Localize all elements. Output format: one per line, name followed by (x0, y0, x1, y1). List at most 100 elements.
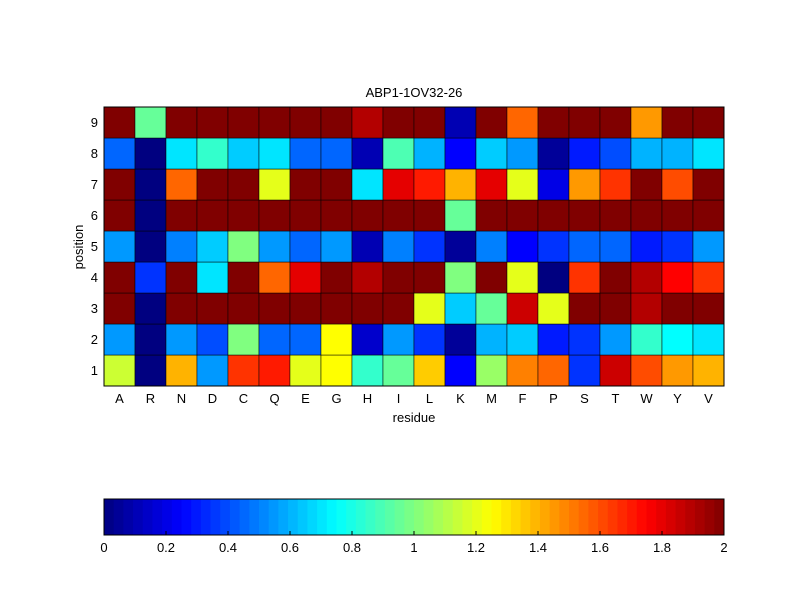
colorbar-band (694, 499, 706, 535)
heatmap-cell (475, 137, 508, 170)
heatmap-cell (444, 261, 477, 294)
x-tick-label: S (580, 391, 589, 406)
colorbar-tick-label: 0.2 (157, 540, 175, 555)
x-tick-label: K (456, 391, 465, 406)
x-tick-label: V (704, 391, 713, 406)
heatmap-cell (382, 199, 415, 232)
heatmap-cell (196, 323, 229, 356)
colorbar-tick-label: 1.6 (591, 540, 609, 555)
colorbar-band (627, 499, 638, 535)
heatmap-cell (258, 261, 291, 294)
heatmap-cell (630, 168, 663, 201)
heatmap-cell (289, 323, 322, 356)
heatmap-cell (134, 261, 167, 294)
x-tick-label: D (208, 391, 217, 406)
x-tick-label: M (486, 391, 497, 406)
heatmap-cell (692, 230, 725, 263)
heatmap-cell (692, 261, 725, 294)
heatmap-cell (444, 292, 477, 325)
heatmap-cell (413, 199, 446, 232)
heatmap-cell (475, 199, 508, 232)
heatmap-cell (630, 261, 663, 294)
colorbar-band (191, 499, 202, 535)
heatmap-cell (227, 292, 260, 325)
colorbar-tick-label: 1.8 (653, 540, 671, 555)
colorbar-band (617, 499, 628, 535)
heatmap-cell (134, 137, 167, 170)
heatmap-cell (692, 323, 725, 356)
colorbar-band (414, 499, 425, 535)
colorbar-band (152, 499, 163, 535)
heatmap-cell (227, 199, 260, 232)
x-tick-label: Q (269, 391, 279, 406)
heatmap-cell (599, 168, 632, 201)
colorbar-band (336, 499, 347, 535)
colorbar-band (549, 499, 560, 535)
heatmap-cell (103, 230, 136, 263)
colorbar-band (636, 499, 647, 535)
heatmap-cell (537, 261, 570, 294)
colorbar-band (268, 499, 279, 535)
heatmap-cell (351, 230, 384, 263)
colorbar-band (239, 499, 250, 535)
colorbar-band (317, 499, 328, 535)
y-tick-label: 6 (91, 208, 98, 223)
heatmap-cell (630, 354, 663, 387)
colorbar-tick-label: 1 (410, 540, 417, 555)
heatmap-cell (537, 168, 570, 201)
colorbar-band (278, 499, 289, 535)
colorbar-tick-label: 1.2 (467, 540, 485, 555)
colorbar-tick-label: 0.6 (281, 540, 299, 555)
y-axis-label: position (71, 225, 86, 270)
heatmap-cell (630, 199, 663, 232)
colorbar-band (704, 499, 715, 535)
colorbar-band (607, 499, 618, 535)
heatmap-cell (258, 168, 291, 201)
colorbar-band (656, 499, 667, 535)
heatmap-cell (134, 106, 167, 139)
colorbar-band (433, 499, 444, 535)
heatmap-cell (382, 106, 415, 139)
heatmap-cell (134, 199, 167, 232)
heatmap-cell (661, 292, 694, 325)
y-tick-label: 2 (91, 332, 98, 347)
heatmap-cell (227, 168, 260, 201)
heatmap-cell (196, 230, 229, 263)
colorbar-band (259, 499, 270, 535)
colorbar-band (675, 499, 686, 535)
heatmap-cell (413, 230, 446, 263)
colorbar (104, 499, 725, 535)
heatmap-cell (599, 230, 632, 263)
heatmap-cell (599, 323, 632, 356)
heatmap-cell (661, 354, 694, 387)
colorbar-band (384, 499, 396, 535)
heatmap-cell (630, 137, 663, 170)
x-tick-label: N (177, 391, 186, 406)
heatmap-cell (568, 261, 601, 294)
heatmap-cell (382, 354, 415, 387)
x-tick-label: P (549, 391, 558, 406)
y-tick-label: 7 (91, 177, 98, 192)
x-tick-label: L (426, 391, 433, 406)
colorbar-band (297, 499, 308, 535)
heatmap-cell (227, 137, 260, 170)
heatmap-cell (444, 354, 477, 387)
heatmap-cell (630, 106, 663, 139)
y-tick-label: 1 (91, 363, 98, 378)
colorbar-band (423, 499, 434, 535)
colorbar-band (123, 499, 134, 535)
colorbar-band (162, 499, 173, 535)
colorbar-band (220, 499, 231, 535)
heatmap-cell (196, 199, 229, 232)
colorbar-band (210, 499, 221, 535)
heatmap-cell (475, 168, 508, 201)
heatmap-cell (289, 199, 322, 232)
heatmap-cell (320, 230, 353, 263)
heatmap-cell (103, 199, 136, 232)
y-tick-label: 4 (91, 270, 98, 285)
colorbar-band (443, 499, 454, 535)
heatmap-cell (382, 168, 415, 201)
heatmap-cell (103, 261, 136, 294)
heatmap-cell (258, 199, 291, 232)
